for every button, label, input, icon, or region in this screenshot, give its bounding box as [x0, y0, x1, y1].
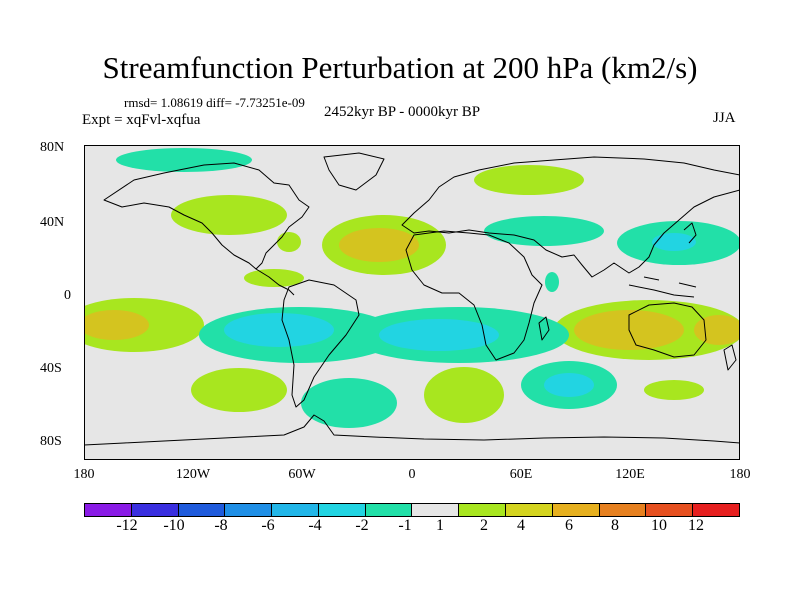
colorbar-label: 1: [436, 517, 444, 534]
lon-label-60w: 60W: [288, 467, 316, 482]
colorbar-label: 6: [565, 517, 573, 534]
streamfunction-map: [84, 145, 740, 460]
colorbar-swatch: [693, 504, 739, 516]
lon-label-120e: 120E: [615, 467, 645, 482]
colorbar-label: -8: [214, 517, 228, 534]
coast-japan: [683, 222, 697, 244]
colorbar-label: -12: [116, 517, 138, 534]
positive-anomalies: [84, 165, 740, 423]
colorbar-swatch: [459, 504, 507, 516]
colorbar-swatch: [552, 504, 600, 516]
colorbar-swatch: [599, 504, 647, 516]
map-frame: [84, 145, 740, 460]
colorbar-label: 4: [517, 517, 525, 534]
anomaly-neg-middle-east: [484, 216, 604, 246]
lon-label-180w: 180: [73, 467, 95, 482]
colorbar-label: 2: [480, 517, 488, 534]
lon-label-60e: 60E: [509, 467, 533, 482]
colorbar-label: -1: [398, 517, 412, 534]
coast-madagascar: [538, 316, 550, 341]
colorbar-swatch: [178, 504, 226, 516]
colorbar-swatch: [646, 504, 694, 516]
anomaly-pos2-pacific-west: [84, 310, 149, 340]
anomaly-neg-arabian: [545, 272, 559, 292]
anomaly-pos-gulf: [277, 232, 301, 252]
coast-central-america: [255, 268, 295, 296]
coast-australia: [628, 302, 707, 358]
colorbar-swatch: [506, 504, 553, 516]
colorbar-label: -2: [355, 517, 369, 534]
colorbar-label: 10: [651, 517, 667, 534]
coastlines: [84, 152, 740, 446]
anomaly-pos-south-atlantic: [424, 367, 504, 423]
coast-indonesia: [628, 276, 697, 298]
lat-label-80s: 80S: [40, 434, 62, 449]
negative-anomalies: [116, 148, 740, 428]
colorbar-label: -10: [163, 517, 185, 534]
colorbar-swatch: [131, 504, 179, 516]
colorbar-label: 8: [611, 517, 619, 534]
anomaly-pos-central-america: [244, 269, 304, 287]
colorbar: [84, 503, 740, 517]
period-label: 2452kyr BP - 0000kyr BP: [324, 104, 481, 120]
season-label: JJA: [713, 110, 736, 126]
coast-north-america: [103, 162, 310, 270]
experiment-label: Expt = xqFvl-xqfua: [82, 112, 201, 128]
colorbar-swatch: [225, 504, 273, 516]
coast-africa: [405, 230, 543, 361]
coast-south-america: [281, 279, 360, 408]
colorbar-label: -4: [308, 517, 322, 534]
lat-label-80n: 80N: [40, 140, 65, 155]
anomaly-neg2-south-pacific: [224, 313, 334, 347]
anomaly-pos-south-pacific: [191, 368, 287, 412]
coast-eurasia: [401, 156, 740, 278]
colorbar-swatch: [318, 504, 366, 516]
lon-label-120w: 120W: [175, 467, 211, 482]
colorbar-swatch: [365, 504, 413, 516]
lon-label-180e: 180: [729, 467, 751, 482]
colorbar-label: -6: [261, 517, 275, 534]
colorbar-swatch: [412, 504, 460, 516]
coast-new-zealand: [723, 344, 737, 371]
chart-title: Streamfunction Perturbation at 200 hPa (…: [102, 50, 698, 85]
coast-antarctica: [84, 414, 740, 446]
lat-label-0: 0: [64, 288, 71, 303]
lat-label-40n: 40N: [40, 215, 65, 230]
colorbar-label: 12: [688, 517, 704, 534]
anomaly-neg2-southern-ocean: [544, 373, 594, 397]
colorbar-swatch: [85, 504, 132, 516]
anomaly-neg2-east-asia: [652, 233, 696, 251]
anomaly-pos-north-america: [171, 195, 287, 235]
anomaly-neg2-south-atlantic: [379, 319, 499, 351]
anomaly-pos2-atlantic: [339, 228, 419, 262]
anomaly-neg-southern-ocean-west: [301, 378, 397, 428]
lon-label-0: 0: [408, 467, 416, 482]
anomaly-pos-eurasia: [474, 165, 584, 195]
anomaly-pos-south-indian: [644, 380, 704, 400]
colorbar-swatch: [272, 504, 319, 516]
coast-greenland: [323, 152, 385, 191]
stats-text: rmsd= 1.08619 diff= -7.73251e-09: [124, 95, 305, 110]
lat-label-40s: 40S: [40, 361, 62, 376]
anomaly-neg-arctic: [116, 148, 252, 172]
